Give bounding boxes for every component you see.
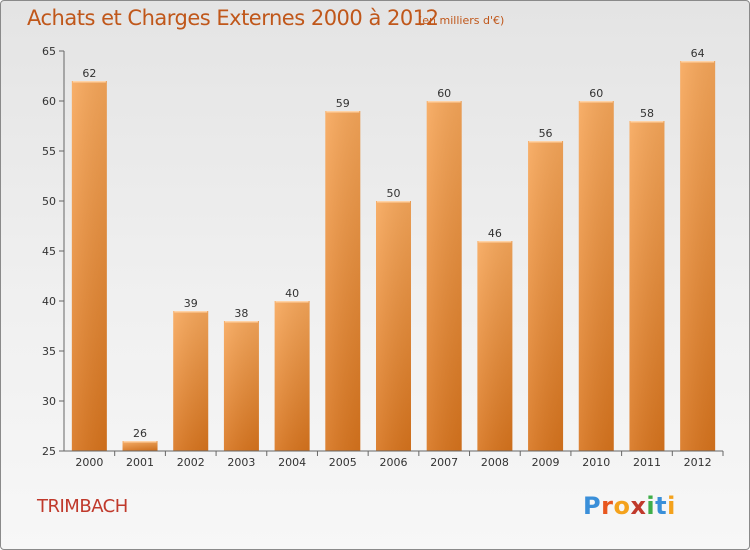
logo-letter: x xyxy=(630,492,647,520)
x-tick-label-2012: 2012 xyxy=(684,456,712,469)
bar-2000 xyxy=(71,81,107,451)
proxiti-logo: Proxiti xyxy=(583,492,676,520)
data-label-2000: 62 xyxy=(82,67,96,80)
bar-2008 xyxy=(477,241,513,451)
x-tick-label-2006: 2006 xyxy=(380,456,408,469)
y-tick-label-65: 65 xyxy=(42,45,56,58)
y-tick-label-30: 30 xyxy=(42,395,56,408)
bar-2004 xyxy=(274,301,310,451)
logo-letter: i xyxy=(646,492,656,520)
x-tick-label-2011: 2011 xyxy=(633,456,661,469)
commune-name: TRIMBACH xyxy=(37,496,128,517)
data-label-2006: 50 xyxy=(387,187,401,200)
bar-2001 xyxy=(122,441,158,451)
y-tick-label-55: 55 xyxy=(42,145,56,158)
data-label-2008: 46 xyxy=(488,227,502,240)
x-tick-label-2009: 2009 xyxy=(532,456,560,469)
x-tick-label-2005: 2005 xyxy=(329,456,357,469)
data-label-2010: 60 xyxy=(589,87,603,100)
bar-2003 xyxy=(223,321,259,451)
x-tick-label-2008: 2008 xyxy=(481,456,509,469)
data-label-2009: 56 xyxy=(539,127,553,140)
bar-2009 xyxy=(528,141,564,451)
data-label-2007: 60 xyxy=(437,87,451,100)
data-label-2004: 40 xyxy=(285,287,299,300)
bar-2006 xyxy=(376,201,411,451)
x-tick-label-2002: 2002 xyxy=(177,456,205,469)
data-label-2005: 59 xyxy=(336,97,350,110)
bar-2012 xyxy=(680,61,716,451)
y-tick-label-40: 40 xyxy=(42,295,56,308)
y-tick-label-50: 50 xyxy=(42,195,56,208)
y-tick-label-45: 45 xyxy=(42,245,56,258)
x-tick-label-2010: 2010 xyxy=(582,456,610,469)
chart-title: Achats et Charges Externes 2000 à 2012 xyxy=(27,6,439,30)
data-label-2001: 26 xyxy=(133,427,147,440)
bar-2007 xyxy=(426,101,462,451)
logo-letter: P xyxy=(583,492,602,520)
bar-2010 xyxy=(578,101,614,451)
data-label-2012: 64 xyxy=(691,47,705,60)
x-tick-label-2003: 2003 xyxy=(227,456,255,469)
data-label-2003: 38 xyxy=(234,307,248,320)
logo-letter: o xyxy=(613,492,631,520)
x-tick-label-2000: 2000 xyxy=(75,456,103,469)
y-tick-label-25: 25 xyxy=(42,445,56,458)
x-tick-label-2001: 2001 xyxy=(126,456,154,469)
data-label-2011: 58 xyxy=(640,107,654,120)
logo-letter: r xyxy=(601,492,614,520)
y-tick-label-60: 60 xyxy=(42,95,56,108)
y-tick-label-35: 35 xyxy=(42,345,56,358)
logo-letter: t xyxy=(655,492,668,520)
bar-2005 xyxy=(325,111,361,451)
bar-2011 xyxy=(629,121,665,451)
logo-letter: i xyxy=(667,492,676,520)
x-tick-label-2004: 2004 xyxy=(278,456,306,469)
x-tick-label-2007: 2007 xyxy=(430,456,458,469)
data-label-2002: 39 xyxy=(184,297,198,310)
bar-2002 xyxy=(173,311,209,451)
chart-subtitle: (en milliers d'€) xyxy=(418,14,505,27)
